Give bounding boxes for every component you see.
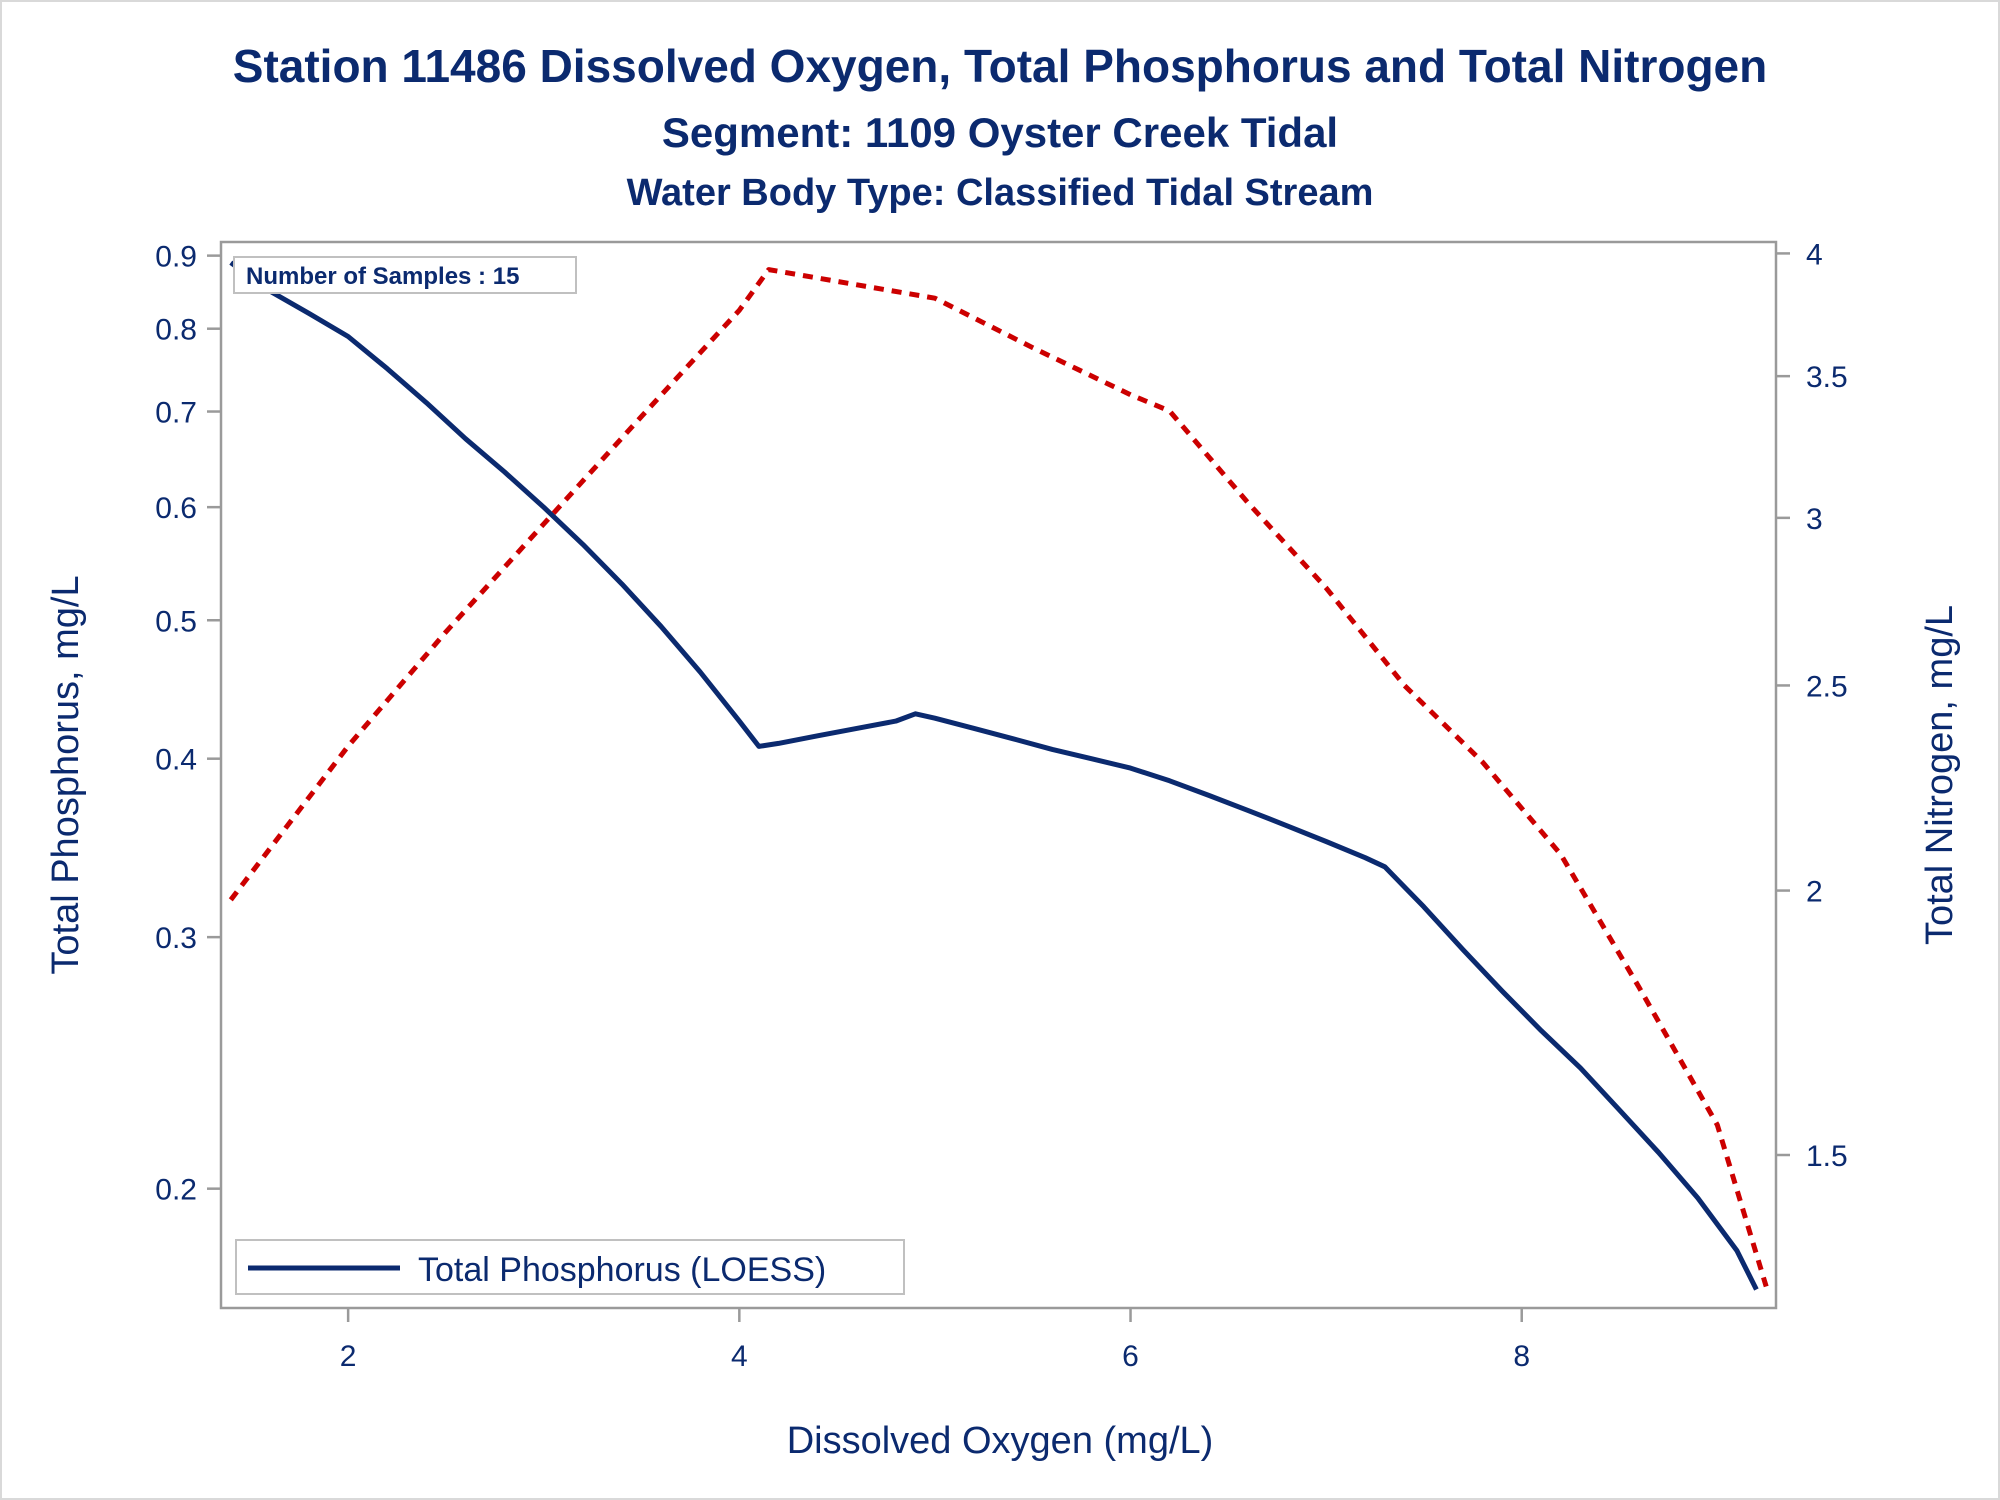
chart-subtitle: Segment: 1109 Oyster Creek Tidal bbox=[662, 109, 1338, 156]
y-right-tick-label: 2 bbox=[1806, 876, 1823, 909]
y-axis-right-label: Total Nitrogen, mg/L bbox=[1919, 605, 1961, 945]
plot-area bbox=[219, 240, 1778, 1310]
y-right-tick-label: 3.5 bbox=[1806, 361, 1848, 394]
annotation-text: Number of Samples : 15 bbox=[246, 263, 519, 290]
x-tick-label: 6 bbox=[1122, 1340, 1139, 1373]
y-right-tick-label: 4 bbox=[1806, 238, 1823, 271]
y-right-tick-label: 1.5 bbox=[1806, 1140, 1848, 1173]
series-line-total-nitrogen bbox=[228, 267, 1769, 1288]
series-layer bbox=[228, 260, 1769, 1291]
y-left-tick-label: 0.2 bbox=[155, 1174, 197, 1207]
y-left-tick-label: 0.3 bbox=[155, 922, 197, 955]
sample-count-annotation: Number of Samples : 15 bbox=[233, 256, 577, 294]
legend: Total Phosphorus (LOESS) bbox=[235, 1239, 905, 1295]
y-left-tick-label: 0.6 bbox=[155, 492, 197, 525]
x-axis-label: Dissolved Oxygen (mg/L) bbox=[787, 1420, 1214, 1462]
legend-label: Total Phosphorus (LOESS) bbox=[418, 1251, 826, 1289]
annotation-box bbox=[233, 256, 577, 294]
x-tick-label: 2 bbox=[340, 1340, 357, 1373]
y-axis-right: 1.5 2 2.5 3 3.5 4 bbox=[1776, 238, 1848, 1173]
y-right-tick-label: 2.5 bbox=[1806, 670, 1848, 703]
chart-subtitle-2: Water Body Type: Classified Tidal Stream bbox=[627, 172, 1374, 214]
y-left-tick-label: 0.8 bbox=[155, 314, 197, 347]
series-line-total-phosphorus bbox=[229, 260, 1759, 1291]
y-left-tick-label: 0.5 bbox=[155, 605, 197, 638]
x-tick-label: 4 bbox=[731, 1340, 748, 1373]
chart-title: Station 11486 Dissolved Oxygen, Total Ph… bbox=[233, 40, 1767, 92]
x-axis: 2 4 6 8 bbox=[340, 1308, 1530, 1373]
x-tick-label: 8 bbox=[1513, 1340, 1530, 1373]
y-right-tick-label: 3 bbox=[1806, 503, 1823, 536]
y-left-tick-label: 0.7 bbox=[155, 397, 197, 430]
y-axis-left: 0.2 0.3 0.4 0.5 0.6 0.7 0.8 0.9 bbox=[155, 241, 221, 1207]
y-axis-left-label: Total Phosphorus, mg/L bbox=[45, 575, 87, 974]
y-left-tick-label: 0.9 bbox=[155, 241, 197, 274]
y-left-tick-label: 0.4 bbox=[155, 744, 197, 777]
